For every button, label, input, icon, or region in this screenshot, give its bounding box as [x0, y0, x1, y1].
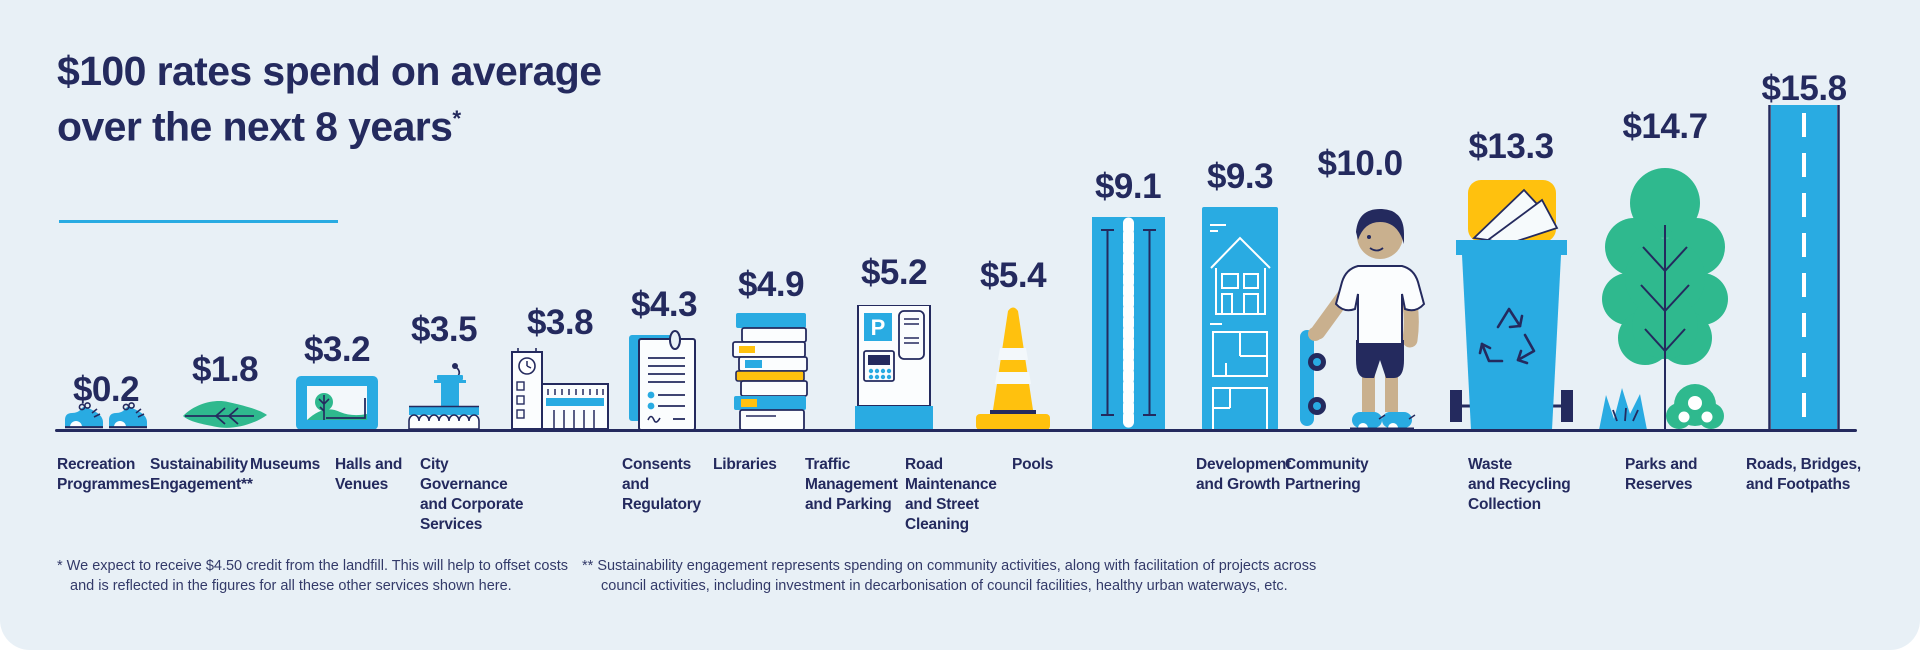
category-label-museums: Museums — [250, 456, 321, 473]
category-label-consents-and-regulatory: Consents and Regulatory — [622, 456, 701, 513]
traffic-cone-icon — [976, 306, 1050, 430]
category-label-waste-and-recycling-collection: Waste and Recycling Collection — [1468, 456, 1571, 513]
tree-icon — [1597, 163, 1733, 430]
value-label-parks-and-reserves: $14.7 — [1622, 107, 1708, 146]
category-label-sustainability-engagement: Sustainability Engagement** — [150, 456, 253, 493]
value-label-roads-bridges-and-footpaths: $15.8 — [1761, 69, 1847, 108]
category-label-community-partnering: Community Partnering — [1285, 456, 1369, 493]
footnote-sustainability: ** Sustainability engagement represents … — [582, 558, 1317, 594]
recycling-bin-icon — [1449, 180, 1573, 430]
category-label-road-maintenance-and-street-cleaning: Road Maintenance and Street Cleaning — [905, 456, 997, 533]
book-stack-icon — [732, 313, 810, 430]
category-label-parks-and-reserves: Parks and Reserves — [1625, 456, 1698, 493]
blueprint-building-icon — [1202, 207, 1278, 430]
civic-building-icon — [510, 346, 610, 430]
value-label-traffic-management-and-parking: $5.2 — [860, 253, 928, 292]
value-label-recreation-programmes: $0.2 — [72, 370, 140, 409]
title-asterisk: * — [452, 106, 461, 131]
page-title: $100 rates spend on average over the nex… — [57, 48, 602, 151]
value-label-city-governance-and-corporate-services: $3.8 — [526, 303, 594, 342]
category-label-city-governance-and-corporate-services: City Governance and Corporate Services — [420, 456, 524, 533]
category-label-halls-and-venues: Halls and Venues — [335, 456, 403, 493]
value-label-community-partnering: $10.0 — [1317, 144, 1403, 183]
category-label-libraries: Libraries — [713, 456, 777, 473]
ground-baseline — [55, 429, 1857, 432]
value-label-sustainability-engagement: $1.8 — [191, 350, 259, 389]
pool-lane-icon — [1091, 217, 1165, 430]
document-icon — [628, 330, 700, 430]
road-icon — [1765, 105, 1843, 430]
value-label-consents-and-regulatory: $4.3 — [630, 285, 698, 324]
value-label-pools: $9.1 — [1094, 167, 1162, 206]
title-underline — [59, 220, 338, 223]
person-skateboard-icon — [1292, 192, 1428, 430]
value-label-development-and-growth: $9.3 — [1206, 157, 1274, 196]
category-label-traffic-management-and-parking: Traffic Management and Parking — [805, 456, 898, 513]
title-line-2: over the next 8 years — [57, 103, 453, 150]
category-label-development-and-growth: Development and Growth — [1196, 456, 1292, 493]
lectern-icon — [403, 362, 485, 430]
category-label-recreation-programmes: Recreation Programmes — [57, 456, 150, 493]
value-label-halls-and-venues: $3.5 — [410, 310, 478, 349]
footnote-landfill-credit: * We expect to receive $4.50 credit from… — [57, 558, 568, 594]
sneakers-icon — [64, 400, 148, 430]
category-label-pools: Pools — [1012, 456, 1054, 473]
value-label-libraries: $4.9 — [737, 265, 805, 304]
leaf-icon — [182, 398, 268, 430]
svg-text:P: P — [871, 315, 886, 340]
value-label-waste-and-recycling-collection: $13.3 — [1468, 127, 1554, 166]
picture-frame-icon — [296, 376, 378, 430]
value-label-museums: $3.2 — [303, 330, 371, 369]
category-label-roads-bridges-and-footpaths: Roads, Bridges, and Footpaths — [1746, 456, 1861, 493]
value-label-road-maintenance-and-street-cleaning: $5.4 — [979, 256, 1047, 295]
parking-meter-icon: P — [855, 305, 933, 430]
title-line-1: $100 rates spend on average — [57, 48, 602, 94]
